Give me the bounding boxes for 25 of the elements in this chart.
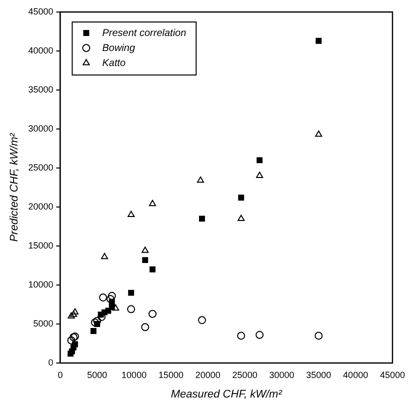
y-tick-label: 40000 bbox=[28, 45, 54, 56]
x-tick-label: 30000 bbox=[269, 370, 294, 380]
x-tick-label: 35000 bbox=[306, 370, 332, 380]
y-tick-label: 15000 bbox=[28, 240, 54, 250]
legend-label: Katto bbox=[102, 58, 126, 69]
y-axis-title: Predicted CHF, kW/m² bbox=[8, 132, 21, 242]
x-tick-label: 25000 bbox=[232, 370, 258, 380]
x-tick-label: 10000 bbox=[122, 370, 147, 380]
x-tick-label: 0 bbox=[58, 370, 63, 380]
y-tick-label: 5000 bbox=[33, 318, 54, 328]
y-tick-label: 35000 bbox=[28, 84, 54, 94]
y-tick-label: 20000 bbox=[28, 201, 54, 212]
y-tick-label: 10000 bbox=[28, 279, 54, 290]
y-tick-label: 45000 bbox=[28, 6, 54, 16]
x-tick-label: 15000 bbox=[158, 370, 184, 380]
y-tick-label: 0 bbox=[48, 357, 54, 368]
legend-label: Present correlation bbox=[102, 28, 187, 39]
x-tick-label: 20000 bbox=[195, 370, 220, 380]
x-tick-label: 40000 bbox=[343, 370, 368, 380]
y-tick-label: 25000 bbox=[28, 162, 54, 172]
legend-label: Bowing bbox=[102, 42, 136, 54]
x-tick-label: 45000 bbox=[380, 370, 405, 380]
y-tick-label: 30000 bbox=[28, 123, 54, 134]
x-tick-label: 5000 bbox=[87, 370, 108, 380]
x-axis-title: Measured CHF, kW/m² bbox=[170, 388, 282, 400]
